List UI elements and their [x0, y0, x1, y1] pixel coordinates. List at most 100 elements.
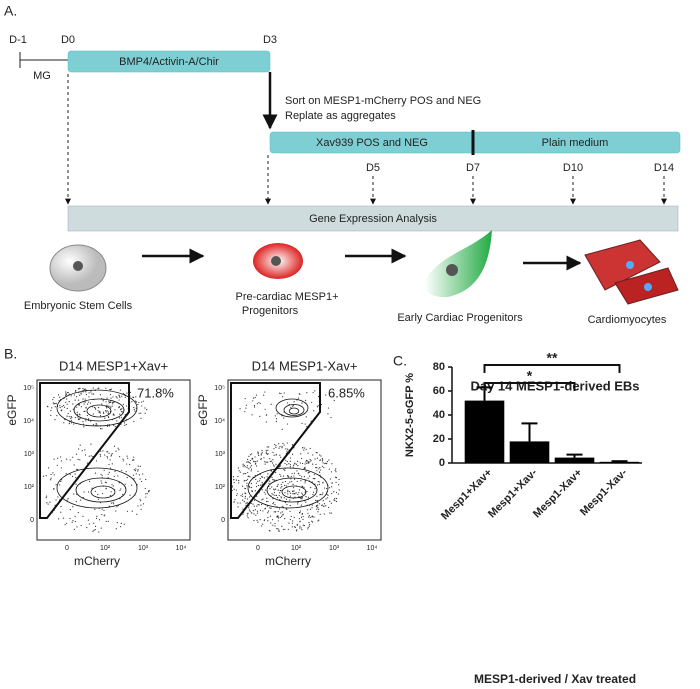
event-dot: [252, 503, 254, 505]
event-dot: [144, 493, 147, 495]
event-dot: [62, 517, 65, 519]
event-dot: [261, 483, 263, 485]
event-dot: [285, 459, 287, 461]
day-label: D5: [366, 162, 380, 174]
event-dot: [297, 465, 299, 467]
event-dot: [268, 446, 270, 448]
event-dot: [284, 501, 286, 504]
event-dot: [282, 528, 284, 531]
event-dot: [75, 391, 77, 393]
event-dot: [248, 461, 250, 464]
event-dot: [319, 466, 321, 469]
event-dot: [69, 509, 71, 511]
event-dot: [88, 523, 90, 525]
event-dot: [120, 526, 122, 528]
event-dot: [119, 396, 121, 398]
event-dot: [280, 512, 282, 514]
event-dot: [129, 494, 131, 496]
event-dot: [262, 523, 264, 525]
y-tick-label: 20: [433, 433, 445, 445]
event-dot: [244, 487, 246, 489]
event-dot: [100, 527, 102, 529]
event-dot: [279, 454, 281, 456]
event-dot: [259, 402, 261, 405]
event-dot: [90, 455, 92, 457]
event-dot: [107, 476, 109, 479]
event-dot: [86, 403, 89, 405]
event-dot: [284, 484, 286, 486]
panel-label: A.: [4, 3, 17, 19]
event-dot: [82, 391, 84, 393]
event-dot: [316, 470, 318, 472]
event-dot: [74, 416, 77, 419]
event-dot: [45, 497, 47, 499]
event-dot: [122, 403, 124, 405]
event-dot: [87, 401, 90, 403]
event-dot: [96, 515, 98, 517]
event-dot: [307, 496, 310, 498]
event-dot: [106, 410, 108, 412]
event-dot: [279, 516, 281, 519]
event-dot: [233, 481, 235, 484]
event-dot: [91, 393, 93, 395]
event-dot: [107, 450, 109, 453]
event-dot: [286, 402, 289, 404]
event-dot: [271, 486, 273, 488]
event-dot: [250, 468, 253, 470]
event-dot: [275, 463, 277, 465]
day-label: D7: [466, 162, 480, 174]
event-dot: [296, 529, 298, 531]
event-dot: [280, 515, 283, 517]
event-dot: [118, 395, 121, 397]
event-dot: [126, 510, 129, 512]
event-dot: [254, 456, 256, 458]
event-dot: [247, 512, 249, 514]
contour: [56, 467, 138, 509]
event-dot: [277, 510, 279, 513]
event-dot: [267, 516, 269, 519]
y-tick-label: 10⁵: [214, 385, 225, 392]
event-dot: [132, 474, 135, 476]
y-tick-label: 0: [439, 457, 445, 469]
event-dot: [333, 491, 335, 493]
event-dot: [321, 460, 323, 462]
event-dot: [309, 447, 311, 450]
event-dot: [76, 413, 79, 415]
event-dot: [60, 480, 62, 483]
event-dot: [101, 474, 103, 477]
x-tick-label: 0: [256, 545, 260, 552]
event-dot: [309, 508, 312, 510]
event-dot: [60, 511, 62, 513]
event-dot: [249, 486, 251, 489]
event-dot: [281, 485, 283, 488]
event-dot: [254, 509, 256, 511]
event-dot: [246, 479, 248, 482]
event-dot: [112, 396, 114, 398]
event-dot: [269, 458, 271, 460]
event-dot: [280, 497, 283, 499]
event-dot: [74, 399, 76, 401]
event-dot: [330, 471, 333, 473]
event-dot: [301, 402, 303, 404]
day-label: D3: [263, 34, 277, 46]
event-dot: [276, 413, 278, 415]
event-dot: [65, 391, 67, 393]
event-dot: [122, 458, 124, 460]
event-dot: [78, 417, 80, 419]
event-dot: [278, 443, 280, 445]
event-dot: [67, 498, 69, 500]
event-dot: [237, 475, 239, 478]
event-dot: [298, 517, 300, 520]
event-dot: [312, 493, 314, 496]
event-dot: [305, 495, 307, 498]
dashed-arrows: [65, 74, 667, 205]
event-dot: [257, 451, 259, 453]
event-dot: [287, 483, 289, 485]
event-dot: [233, 478, 235, 481]
event-dot: [312, 477, 314, 480]
event-dot: [238, 482, 240, 484]
event-dot: [107, 405, 109, 407]
event-dot: [272, 451, 274, 454]
event-dot: [252, 397, 255, 399]
event-dot: [85, 393, 87, 396]
